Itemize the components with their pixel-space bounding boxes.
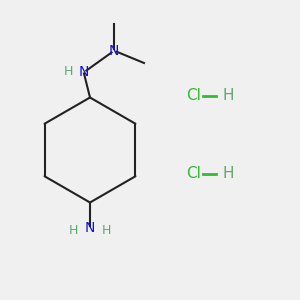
Text: H: H — [102, 224, 111, 237]
Text: H: H — [222, 167, 233, 182]
Text: H: H — [69, 224, 78, 237]
Text: N: N — [109, 44, 119, 58]
Text: N: N — [79, 65, 89, 79]
Text: H: H — [222, 88, 233, 104]
Text: N: N — [85, 221, 95, 235]
Text: Cl: Cl — [186, 88, 201, 104]
Text: H: H — [64, 64, 73, 78]
Text: Cl: Cl — [186, 167, 201, 182]
